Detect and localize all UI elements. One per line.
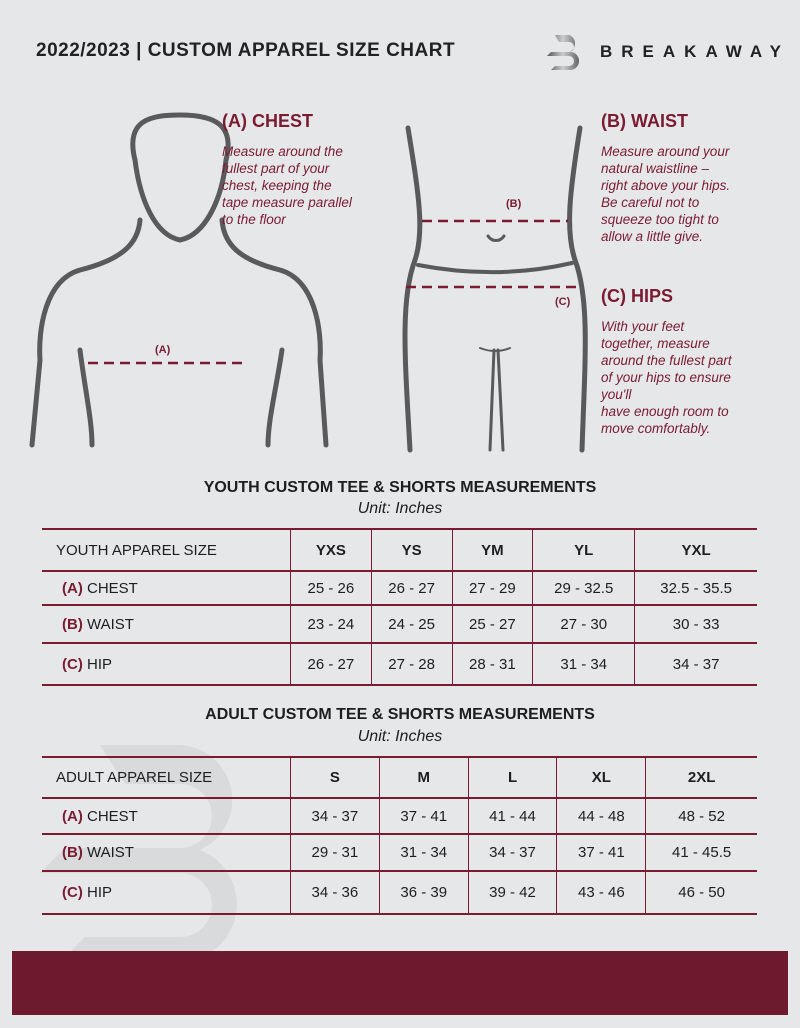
measurement-value: 37 - 41 <box>556 833 646 872</box>
measurement-value: 25 - 26 <box>290 570 372 606</box>
measurement-value: 27 - 29 <box>451 570 533 606</box>
measurement-value: 43 - 46 <box>556 870 646 915</box>
table-header-row: ADULT APPAREL SIZE S M L XL 2XL <box>42 756 757 799</box>
table-row: (B) WAIST 29 - 31 31 - 34 34 - 37 37 - 41 41 … <box>42 833 757 872</box>
measurement-value: 34 - 36 <box>290 870 380 915</box>
waist-instructions: Measure around your natural waistline – … <box>601 144 731 244</box>
measurement-value: 34 - 37 <box>467 833 557 872</box>
measurement-label: (C) HIP <box>42 870 291 915</box>
measurement-value: 27 - 30 <box>532 604 635 644</box>
measurement-value: 32.5 - 35.5 <box>634 570 757 606</box>
size-header: YXL <box>634 528 757 572</box>
chest-instructions: Measure around the fullest part of your … <box>222 144 352 227</box>
size-header: S <box>290 756 380 799</box>
measurement-name: CHEST <box>87 579 138 597</box>
brand-name: BREAKAWAY <box>600 42 790 61</box>
breakaway-logo-icon <box>547 35 580 70</box>
measurement-value: 48 - 52 <box>645 797 757 835</box>
measurement-name: HIP <box>87 884 113 901</box>
chest-heading: (A) CHEST <box>222 111 313 131</box>
measurement-label: (B) WAIST <box>42 604 291 644</box>
measurement-value: 37 - 41 <box>378 797 469 835</box>
table-row: (C) HIP 26 - 27 27 - 28 28 - 31 31 - 34 34 - … <box>42 642 757 686</box>
waist-heading: (B) WAIST <box>601 111 688 131</box>
table-row: (A) CHEST 25 - 26 26 - 27 27 - 29 29 - 32.5 3… <box>42 570 757 606</box>
measurement-letter: (C) <box>62 884 83 901</box>
waist-marker: (B) <box>506 198 522 210</box>
hips-heading: (C) HIPS <box>601 286 673 306</box>
measurement-name: HIP <box>87 655 113 673</box>
measurement-value: 28 - 31 <box>451 642 533 686</box>
measurement-value: 27 - 28 <box>370 642 452 686</box>
measurement-value: 34 - 37 <box>290 797 380 835</box>
upper-body-figure <box>29 112 329 448</box>
size-header: YS <box>370 528 452 572</box>
measurement-letter: (B) <box>62 615 83 633</box>
measurement-name: WAIST <box>87 844 134 861</box>
hips-marker: (C) <box>555 296 571 308</box>
lower-body-figure <box>402 125 588 453</box>
measurement-value: 41 - 44 <box>467 797 557 835</box>
measurement-label: (C) HIP <box>42 642 291 686</box>
measurement-value: 26 - 27 <box>290 642 372 686</box>
size-label: ADULT APPAREL SIZE <box>42 756 291 799</box>
measurement-value: 29 - 31 <box>290 833 380 872</box>
youth-unit: Unit: Inches <box>357 500 443 517</box>
measurement-value: 44 - 48 <box>556 797 646 835</box>
measurement-value: 36 - 39 <box>378 870 469 915</box>
measurement-value: 39 - 42 <box>467 870 557 915</box>
table-header-row: YOUTH APPAREL SIZE YXS YS YM YL YXL <box>42 528 757 572</box>
table-row: (C) HIP 34 - 36 36 - 39 39 - 42 43 - 46 46 - … <box>42 870 757 915</box>
size-header: 2XL <box>645 756 757 799</box>
size-header: XL <box>556 756 646 799</box>
measurement-value: 34 - 37 <box>634 642 757 686</box>
measurement-label: (A) CHEST <box>42 570 291 606</box>
size-header: YXS <box>290 528 372 572</box>
measurement-value: 46 - 50 <box>645 870 757 915</box>
measurement-value: 29 - 32.5 <box>532 570 635 606</box>
measurement-value: 23 - 24 <box>290 604 372 644</box>
youth-section-title: YOUTH CUSTOM TEE & SHORTS MEASUREMENTS <box>203 479 597 496</box>
measurement-letter: (B) <box>62 844 83 861</box>
page-title: 2022/2023 | CUSTOM APPAREL SIZE CHART <box>36 40 456 61</box>
measurement-value: 25 - 27 <box>451 604 533 644</box>
measurement-value: 31 - 34 <box>532 642 635 686</box>
body-diagram <box>29 112 588 453</box>
measurement-value: 24 - 25 <box>370 604 452 644</box>
adult-unit: Unit: Inches <box>357 728 443 745</box>
measurement-label: (B) WAIST <box>42 833 291 872</box>
chest-marker: (A) <box>155 344 171 356</box>
measurement-letter: (A) <box>62 807 83 825</box>
measurement-value: 31 - 34 <box>378 833 469 872</box>
table-row: (A) CHEST 34 - 37 37 - 41 41 - 44 44 - 48 48 … <box>42 797 757 835</box>
measurement-value: 26 - 27 <box>370 570 452 606</box>
measurement-letter: (C) <box>62 655 83 673</box>
measurement-value: 41 - 45.5 <box>645 833 757 872</box>
measurement-name: CHEST <box>87 807 138 825</box>
size-label: YOUTH APPAREL SIZE <box>42 528 291 572</box>
size-header: YL <box>532 528 635 572</box>
measurement-label: (A) CHEST <box>42 797 291 835</box>
youth-size-table: YOUTH APPAREL SIZE YXS YS YM YL YXL (A) CHEST 2… <box>42 528 757 686</box>
adult-size-table: ADULT APPAREL SIZE S M L XL 2XL (A) CHEST 34 - … <box>42 756 757 915</box>
size-header: YM <box>451 528 533 572</box>
measurement-value: 30 - 33 <box>634 604 757 644</box>
measurement-letter: (A) <box>62 579 83 597</box>
adult-section-title: ADULT CUSTOM TEE & SHORTS MEASUREMENTS <box>205 706 595 723</box>
footer-bar <box>12 951 788 1015</box>
hips-instructions: With your feet together, measure around … <box>601 319 732 436</box>
size-header: L <box>467 756 557 799</box>
measurement-name: WAIST <box>87 615 134 633</box>
table-row: (B) WAIST 23 - 24 24 - 25 25 - 27 27 - 30 30 … <box>42 604 757 644</box>
size-header: M <box>378 756 469 799</box>
